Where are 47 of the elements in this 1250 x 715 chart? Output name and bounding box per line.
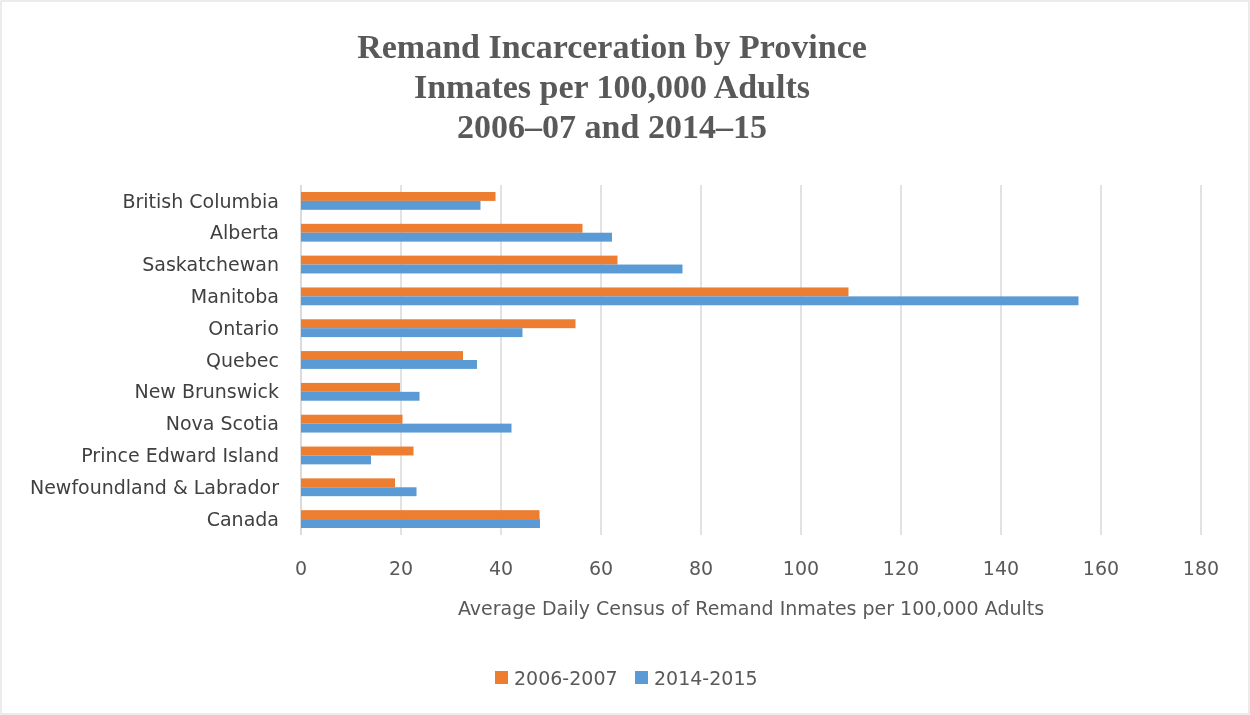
y-tick-label: British Columbia <box>122 189 279 212</box>
y-tick-label: Prince Edward Island <box>81 444 279 467</box>
x-tick-label: 40 <box>488 557 514 579</box>
bar <box>301 487 417 497</box>
x-tick-label: 80 <box>688 557 714 579</box>
bar <box>301 200 481 210</box>
bar <box>301 510 540 520</box>
bar <box>301 223 583 233</box>
bar <box>301 414 403 424</box>
bar <box>301 519 540 528</box>
y-tick-label: Alberta <box>210 221 279 244</box>
legend-label: 2006-2007 <box>514 666 618 689</box>
bar <box>301 351 463 360</box>
x-tick-label: 60 <box>588 557 614 579</box>
x-tick-label: 20 <box>388 557 414 579</box>
y-tick-label: Quebec <box>206 348 279 371</box>
bar <box>301 455 371 465</box>
bar <box>301 423 512 433</box>
legend-label: 2014-2015 <box>654 666 758 689</box>
bar <box>301 478 395 488</box>
x-tick-label: 160 <box>1082 557 1120 579</box>
bar <box>301 264 683 274</box>
y-tick-label: New Brunswick <box>134 380 279 403</box>
y-tick-label: Nova Scotia <box>165 412 279 435</box>
y-tick-label: Ontario <box>208 316 279 339</box>
x-tick-label: 100 <box>782 557 820 579</box>
chart-title: Remand Incarceration by Province Inmates per 100,000 Adults 2006–07 and 2014–15 <box>357 28 867 145</box>
bar <box>301 255 618 265</box>
y-tick-label: Manitoba <box>190 285 279 308</box>
bar <box>301 232 612 242</box>
bar <box>301 328 523 338</box>
bar <box>301 287 849 297</box>
bar <box>301 446 414 456</box>
y-tick-label: Saskatchewan <box>142 253 279 276</box>
x-tick-label: 120 <box>882 557 920 579</box>
y-tick-label: Newfoundland & Labrador <box>29 475 280 498</box>
bar <box>301 360 477 369</box>
bar <box>301 192 496 201</box>
y-tick-label: Canada <box>206 507 279 530</box>
bar <box>301 319 576 329</box>
bar <box>301 382 400 392</box>
bar <box>301 296 1079 306</box>
x-tick-label: 180 <box>1182 557 1220 579</box>
bar <box>301 391 420 401</box>
x-tick-label: 140 <box>982 557 1020 579</box>
x-axis-title: Average Daily Census of Remand Inmates per 100,000 Adults <box>457 597 1045 619</box>
x-tick-label: 0 <box>294 557 308 579</box>
